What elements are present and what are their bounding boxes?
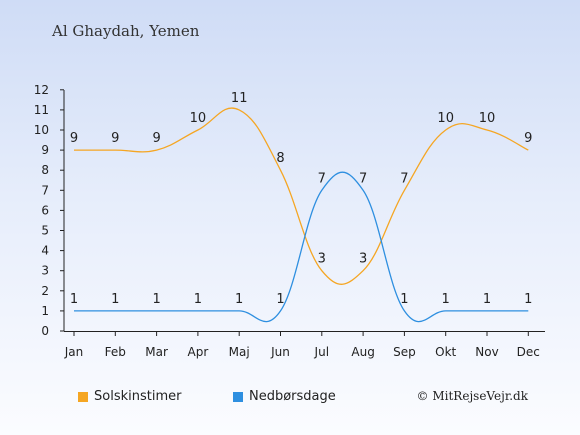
series-lines [74, 107, 529, 323]
legend-swatch-rain [233, 391, 243, 402]
x-tick-label: Jun [270, 345, 290, 359]
data-label-rain: 1 [235, 292, 243, 307]
data-label-sun: 9 [111, 131, 119, 146]
data-label-rain: 7 [359, 171, 367, 186]
y-tick-label: 2 [41, 284, 49, 298]
legend-swatch-sun [78, 391, 88, 402]
y-tick-label: 9 [41, 143, 49, 157]
legend-item-sun: Solskinstimer [78, 389, 181, 404]
data-label-sun: 10 [190, 111, 207, 126]
y-tick-label: 4 [41, 244, 49, 258]
x-tick-label: Jul [314, 345, 329, 359]
data-label-sun: 7 [400, 171, 408, 186]
data-label-rain: 1 [400, 292, 408, 307]
data-label-rain: 1 [111, 292, 119, 307]
y-tick-label: 7 [41, 183, 49, 197]
x-tick-label: Dec [517, 345, 540, 359]
series-line-sun [74, 107, 529, 285]
x-tick-label: Apr [188, 345, 209, 359]
y-tick-label: 1 [41, 304, 49, 318]
x-tick-label: Jan [64, 345, 84, 359]
data-label-sun: 8 [276, 151, 284, 166]
data-label-sun: 9 [70, 131, 78, 146]
data-label-rain: 1 [524, 292, 532, 307]
data-label-rain: 1 [194, 292, 202, 307]
chart-title: Al Ghaydah, Yemen [52, 22, 200, 40]
data-label-sun: 11 [231, 91, 248, 106]
legend-label-sun: Solskinstimer [94, 389, 182, 404]
y-tick-label: 3 [41, 264, 49, 278]
data-label-rain: 1 [152, 292, 160, 307]
data-label-sun: 9 [152, 131, 160, 146]
data-label-rain: 1 [70, 292, 78, 307]
data-label-rain: 7 [318, 171, 326, 186]
x-tick-label: Sep [393, 345, 416, 359]
x-ticks: Jan Feb Mar Apr Maj Jun Jul Aug Sep Okt Nov Dec [64, 331, 540, 359]
data-label-sun: 3 [359, 252, 367, 267]
data-label-rain: 1 [276, 292, 284, 307]
legend-item-rain: Nedbørsdage [233, 389, 336, 404]
x-tick-label: Aug [351, 345, 374, 359]
y-tick-label: 8 [41, 163, 49, 177]
x-tick-label: Maj [229, 345, 250, 359]
data-label-rain: 1 [442, 292, 450, 307]
credit-text: © MitRejseVejr.dk [416, 389, 528, 403]
y-tick-label: 6 [41, 203, 49, 217]
x-tick-label: Nov [475, 345, 498, 359]
x-tick-label: Mar [145, 345, 168, 359]
data-label-rain: 1 [483, 292, 491, 307]
y-tick-label: 10 [34, 123, 49, 137]
y-tick-label: 0 [41, 324, 49, 338]
x-tick-label: Feb [105, 345, 126, 359]
data-label-sun: 9 [524, 131, 532, 146]
data-label-sun: 10 [437, 111, 454, 126]
series-line-rain [74, 171, 529, 323]
x-tick-label: Okt [435, 345, 456, 359]
legend-label-rain: Nedbørsdage [249, 389, 336, 404]
y-tick-label: 11 [34, 103, 49, 117]
data-label-sun: 3 [318, 252, 326, 267]
y-tick-label: 12 [34, 83, 49, 97]
y-tick-label: 5 [41, 224, 49, 238]
data-label-sun: 10 [479, 111, 496, 126]
